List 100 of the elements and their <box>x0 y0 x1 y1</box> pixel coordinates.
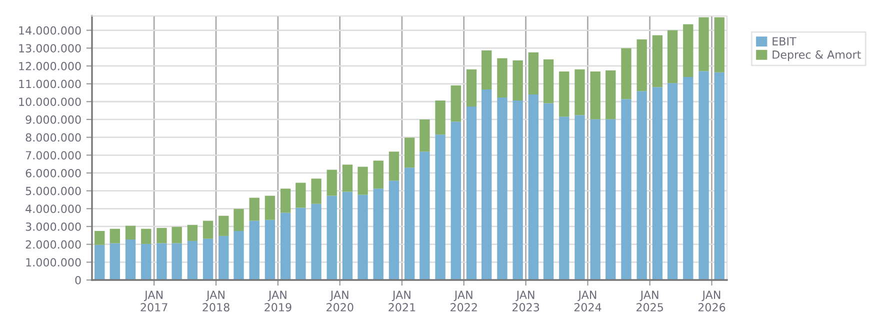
x-tick-label: JAN 2021 <box>388 290 416 312</box>
bar <box>621 99 632 280</box>
bar <box>559 71 570 117</box>
bar <box>652 35 663 88</box>
bar <box>512 60 523 101</box>
bar <box>94 244 105 280</box>
x-tick-label: JAN 2022 <box>450 290 477 312</box>
y-tick-label: 11.000.000 <box>19 80 81 88</box>
bar <box>714 72 724 280</box>
bar <box>156 243 167 280</box>
bar <box>714 17 724 72</box>
bar <box>420 152 430 280</box>
bar <box>218 236 229 280</box>
bar <box>296 182 306 208</box>
y-tick-label: 8.000.000 <box>26 133 81 142</box>
bar <box>280 188 291 213</box>
y-tick-label: 5.000.000 <box>26 186 81 196</box>
bar <box>110 243 120 280</box>
bar <box>141 244 152 280</box>
bar <box>450 85 461 122</box>
x-tick-label: JAN 2025 <box>636 290 663 312</box>
bar <box>466 69 477 106</box>
bar <box>559 116 570 280</box>
bar <box>94 230 105 245</box>
bar <box>172 243 182 280</box>
y-tick-label: 14.000.000 <box>19 26 81 35</box>
bar <box>342 192 353 280</box>
bar <box>621 48 632 100</box>
bar <box>326 170 337 196</box>
bar <box>373 160 384 189</box>
bar <box>543 59 554 104</box>
bar <box>590 119 600 280</box>
bar <box>698 17 709 72</box>
bar <box>172 226 182 244</box>
y-tick-label: 9.000.000 <box>26 115 81 124</box>
bar <box>388 180 400 280</box>
bar <box>187 240 198 280</box>
legend-label: Deprec & Amort <box>772 50 861 61</box>
bar <box>466 106 477 280</box>
bar <box>497 98 508 280</box>
bar <box>667 30 678 84</box>
y-tick-label: 3.000.000 <box>26 222 81 231</box>
bar <box>574 115 585 280</box>
bar <box>636 39 647 92</box>
y-tick-label: 12.000.000 <box>19 62 81 70</box>
x-tick-label: JAN 2018 <box>202 290 230 312</box>
x-tick-label: JAN 2023 <box>512 290 540 312</box>
bar <box>358 166 368 195</box>
bar <box>606 70 616 120</box>
bar <box>528 94 539 280</box>
bar <box>528 52 539 94</box>
bar <box>110 228 120 244</box>
bar <box>187 224 198 241</box>
bar <box>234 208 244 231</box>
bar <box>574 69 585 116</box>
bar <box>497 58 508 98</box>
bar <box>667 83 678 280</box>
bar <box>543 103 554 280</box>
bar <box>698 71 709 280</box>
x-tick-label: JAN 2026 <box>698 290 726 312</box>
bar <box>249 198 260 221</box>
y-tick-label: 6.000.000 <box>26 168 81 178</box>
bar <box>156 228 167 244</box>
bar <box>636 91 647 280</box>
bar <box>342 164 353 192</box>
bar <box>435 100 446 135</box>
bar <box>202 220 214 239</box>
x-tick-label: JAN 2017 <box>140 290 168 312</box>
y-tick-label: 1.000.000 <box>26 258 81 267</box>
bar <box>590 71 600 120</box>
bar <box>218 216 229 236</box>
bar <box>512 100 523 280</box>
bar <box>373 188 384 280</box>
bar <box>606 119 616 280</box>
bar <box>683 77 694 280</box>
bar <box>264 220 276 280</box>
bar <box>388 152 400 181</box>
bar <box>249 220 260 280</box>
bar <box>264 196 276 220</box>
y-tick-label: 2.000.000 <box>26 240 81 249</box>
bar <box>125 226 136 240</box>
bar <box>404 168 415 280</box>
legend-label: EBIT <box>772 37 796 46</box>
bar <box>652 87 663 280</box>
bar <box>326 196 337 280</box>
x-tick-label: JAN 2020 <box>326 290 354 312</box>
bar <box>202 238 214 280</box>
bar <box>482 89 492 280</box>
bar <box>311 204 322 280</box>
y-tick-label: 4.000.000 <box>26 204 81 214</box>
bar <box>358 194 368 280</box>
x-tick-label: JAN 2024 <box>574 290 602 312</box>
y-tick-label: 13.000.000 <box>19 44 81 52</box>
bar <box>482 50 492 90</box>
bar <box>125 240 136 280</box>
bar <box>435 134 446 280</box>
bar <box>683 24 694 78</box>
y-tick-label: 7.000.000 <box>26 151 81 160</box>
bar <box>234 230 244 280</box>
x-tick-label: JAN 2019 <box>264 290 292 312</box>
